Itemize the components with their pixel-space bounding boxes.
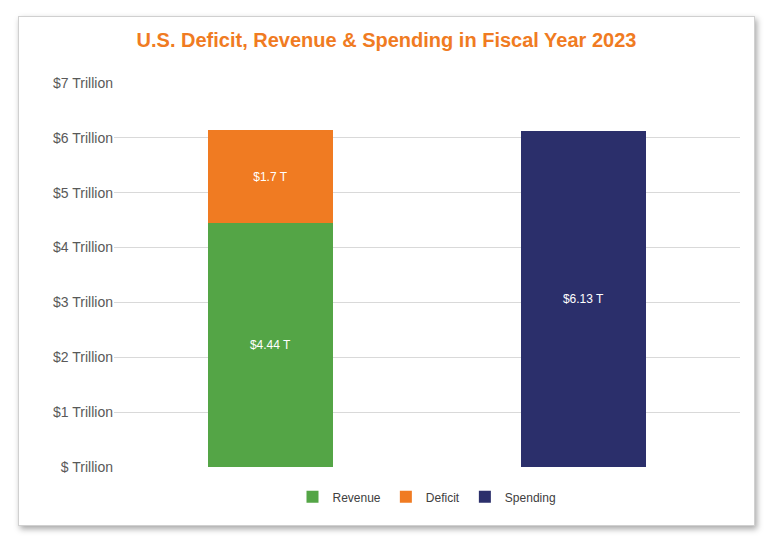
svg-text:U.S. Deficit, Revenue & Spendi: U.S. Deficit, Revenue & Spending in Fisc… [137, 29, 637, 51]
svg-text:Revenue: Revenue [333, 491, 381, 505]
svg-text:$4.44 T: $4.44 T [250, 338, 291, 352]
svg-text:$1 Trillion: $1 Trillion [53, 404, 113, 420]
svg-text:$6.13 T: $6.13 T [563, 292, 604, 306]
svg-text:$6 Trillion: $6 Trillion [53, 130, 113, 146]
svg-text:Spending: Spending [505, 491, 556, 505]
svg-text:$1.7 T: $1.7 T [253, 170, 287, 184]
svg-text:$7 Trillion: $7 Trillion [53, 75, 113, 91]
svg-text:$5 Trillion: $5 Trillion [53, 185, 113, 201]
svg-text:$ Trillion: $ Trillion [61, 459, 113, 475]
svg-text:$3 Trillion: $3 Trillion [53, 294, 113, 310]
svg-text:$4 Trillion: $4 Trillion [53, 239, 113, 255]
svg-text:Deficit: Deficit [426, 491, 460, 505]
svg-text:$2 Trillion: $2 Trillion [53, 349, 113, 365]
